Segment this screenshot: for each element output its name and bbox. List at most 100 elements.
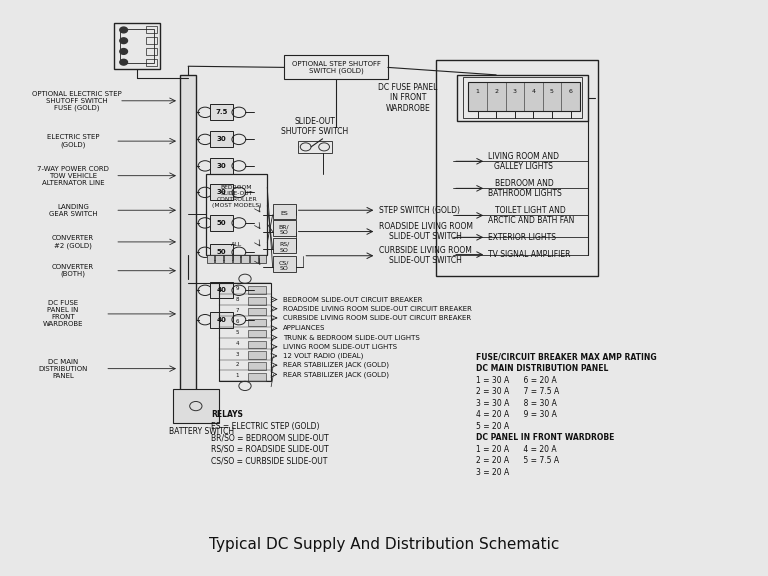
Bar — [210, 312, 233, 328]
Text: 1 = 30 A      6 = 20 A: 1 = 30 A 6 = 20 A — [476, 376, 557, 385]
Bar — [247, 297, 266, 305]
Text: ELECTRIC STEP
(GOLD): ELECTRIC STEP (GOLD) — [47, 134, 99, 148]
Text: TOILET LIGHT AND
ARCTIC AND BATH FAN: TOILET LIGHT AND ARCTIC AND BATH FAN — [488, 206, 574, 225]
Circle shape — [120, 59, 127, 65]
Text: LIVING ROOM AND
GALLEY LIGHTS: LIVING ROOM AND GALLEY LIGHTS — [488, 151, 558, 171]
Bar — [247, 362, 266, 370]
Text: 50: 50 — [217, 220, 226, 226]
Text: 2: 2 — [495, 89, 498, 94]
Bar — [207, 255, 214, 263]
Bar — [463, 77, 582, 118]
Bar — [247, 351, 266, 359]
Bar — [259, 255, 266, 263]
Text: 7-WAY POWER CORD
TOW VEHICLE
ALTERNATOR LINE: 7-WAY POWER CORD TOW VEHICLE ALTERNATOR … — [37, 166, 109, 185]
Text: 6: 6 — [236, 319, 239, 324]
Text: EXTERIOR LIGHTS: EXTERIOR LIGHTS — [488, 233, 556, 242]
Text: DC MAIN DISTRIBUTION PANEL: DC MAIN DISTRIBUTION PANEL — [476, 364, 608, 373]
Text: 12 VOLT RADIO (IDEAL): 12 VOLT RADIO (IDEAL) — [283, 353, 363, 359]
Text: 1: 1 — [476, 89, 480, 94]
Text: 2 = 20 A      5 = 7.5 A: 2 = 20 A 5 = 7.5 A — [476, 456, 559, 465]
Text: 5 = 20 A: 5 = 20 A — [476, 422, 509, 431]
Bar — [247, 308, 266, 316]
Text: STEP SWITCH (GOLD): STEP SWITCH (GOLD) — [379, 206, 459, 215]
Bar — [247, 329, 266, 338]
Text: FUSE/CIRCUIT BREAKER MAX AMP RATING: FUSE/CIRCUIT BREAKER MAX AMP RATING — [476, 353, 657, 362]
Text: 4: 4 — [236, 341, 239, 346]
Bar — [247, 373, 266, 381]
Text: 30: 30 — [217, 163, 226, 169]
Bar — [210, 131, 233, 147]
Text: 3 = 30 A      8 = 30 A: 3 = 30 A 8 = 30 A — [476, 399, 557, 408]
Text: 4 = 20 A      9 = 30 A: 4 = 20 A 9 = 30 A — [476, 410, 557, 419]
Text: DC PANEL IN FRONT WARDROBE: DC PANEL IN FRONT WARDROBE — [476, 433, 614, 442]
Bar — [173, 389, 219, 423]
Text: 4: 4 — [531, 89, 535, 94]
Text: 3 = 20 A: 3 = 20 A — [476, 468, 509, 477]
Bar — [210, 184, 233, 200]
Bar — [219, 283, 271, 381]
Text: 6: 6 — [568, 89, 572, 94]
Text: DC FUSE
PANEL IN
FRONT
WARDROBE: DC FUSE PANEL IN FRONT WARDROBE — [43, 301, 83, 327]
Text: APPLIANCES: APPLIANCES — [283, 325, 325, 331]
Text: 3: 3 — [236, 351, 239, 357]
Text: ES: ES — [280, 211, 288, 215]
Text: CONVERTER
#2 (GOLD): CONVERTER #2 (GOLD) — [52, 235, 94, 249]
Text: ALL: ALL — [231, 242, 242, 248]
Bar — [206, 174, 267, 255]
Text: OPTIONAL STEP SHUTOFF
SWITCH (GOLD): OPTIONAL STEP SHUTOFF SWITCH (GOLD) — [292, 60, 380, 74]
Text: 30: 30 — [217, 190, 226, 195]
Text: REAR STABILIZER JACK (GOLD): REAR STABILIZER JACK (GOLD) — [283, 362, 389, 369]
Bar — [298, 141, 332, 153]
Text: BR/SO = BEDROOM SLIDE-OUT: BR/SO = BEDROOM SLIDE-OUT — [211, 433, 329, 442]
Text: ROADSIDE LIVING ROOM
SLIDE-OUT SWITCH: ROADSIDE LIVING ROOM SLIDE-OUT SWITCH — [379, 222, 472, 241]
Text: CONVERTER
(BOTH): CONVERTER (BOTH) — [52, 264, 94, 278]
Text: 40: 40 — [217, 317, 226, 323]
Bar — [180, 75, 196, 406]
Text: LIVING ROOM SLIDE-OUT LIGHTS: LIVING ROOM SLIDE-OUT LIGHTS — [283, 344, 396, 350]
Bar — [120, 29, 154, 63]
Text: 7.5: 7.5 — [215, 109, 227, 115]
Bar — [210, 282, 233, 298]
Bar — [247, 319, 266, 327]
Text: RS/
SO: RS/ SO — [279, 242, 290, 252]
Bar — [241, 255, 249, 263]
Text: CS/SO = CURBSIDE SLIDE-OUT: CS/SO = CURBSIDE SLIDE-OUT — [211, 456, 328, 465]
Text: CS/
SO: CS/ SO — [279, 260, 290, 271]
Text: 2 = 30 A      7 = 7.5 A: 2 = 30 A 7 = 7.5 A — [476, 387, 559, 396]
Bar — [146, 59, 157, 66]
Circle shape — [120, 48, 127, 54]
Text: BR/
SO: BR/ SO — [279, 225, 290, 235]
Text: TRUNK & BEDROOM SLIDE-OUT LIGHTS: TRUNK & BEDROOM SLIDE-OUT LIGHTS — [283, 335, 419, 340]
Bar — [273, 203, 296, 219]
Text: DC FUSE PANEL
IN FRONT
WARDROBE: DC FUSE PANEL IN FRONT WARDROBE — [379, 83, 438, 113]
Bar — [210, 215, 233, 231]
Text: ROADSIDE LIVING ROOM SLIDE-OUT CIRCUIT BREAKER: ROADSIDE LIVING ROOM SLIDE-OUT CIRCUIT B… — [283, 306, 472, 312]
Bar — [284, 55, 388, 79]
Text: 40: 40 — [217, 287, 226, 293]
Bar — [114, 23, 160, 69]
Bar — [468, 82, 580, 111]
Bar — [250, 255, 258, 263]
Bar — [247, 286, 266, 294]
Bar — [273, 237, 296, 253]
Text: BEDROOM AND
BATHROOM LIGHTS: BEDROOM AND BATHROOM LIGHTS — [488, 179, 561, 198]
Text: 2: 2 — [236, 362, 239, 367]
Text: 5: 5 — [550, 89, 554, 94]
Text: 9: 9 — [236, 286, 239, 291]
Text: LANDING
GEAR SWITCH: LANDING GEAR SWITCH — [48, 204, 98, 217]
Bar — [146, 37, 157, 44]
Bar — [210, 244, 233, 260]
Text: 3: 3 — [513, 89, 517, 94]
Text: 1 = 20 A      4 = 20 A: 1 = 20 A 4 = 20 A — [476, 445, 557, 454]
Text: BEDROOM SLIDE-OUT CIRCUIT BREAKER: BEDROOM SLIDE-OUT CIRCUIT BREAKER — [283, 297, 422, 302]
Text: ES = ELECTRIC STEP (GOLD): ES = ELECTRIC STEP (GOLD) — [211, 422, 319, 431]
Text: BATTERY SWITCH: BATTERY SWITCH — [170, 427, 234, 437]
Text: CURBSIDE LIVING ROOM SLIDE-OUT CIRCUIT BREAKER: CURBSIDE LIVING ROOM SLIDE-OUT CIRCUIT B… — [283, 315, 471, 321]
Text: 7: 7 — [236, 308, 239, 313]
Text: CURBSIDE LIVING ROOM
SLIDE-OUT SWITCH: CURBSIDE LIVING ROOM SLIDE-OUT SWITCH — [379, 246, 472, 266]
Text: SLIDE-OUT
SHUTOFF SWITCH: SLIDE-OUT SHUTOFF SWITCH — [281, 117, 349, 137]
Text: 50: 50 — [217, 249, 226, 255]
Bar — [210, 158, 233, 174]
Text: RELAYS: RELAYS — [211, 410, 243, 419]
Text: BEDROOM
SLIDE-OUT
CONTROLLER
(MOST MODELS): BEDROOM SLIDE-OUT CONTROLLER (MOST MODEL… — [212, 185, 261, 208]
